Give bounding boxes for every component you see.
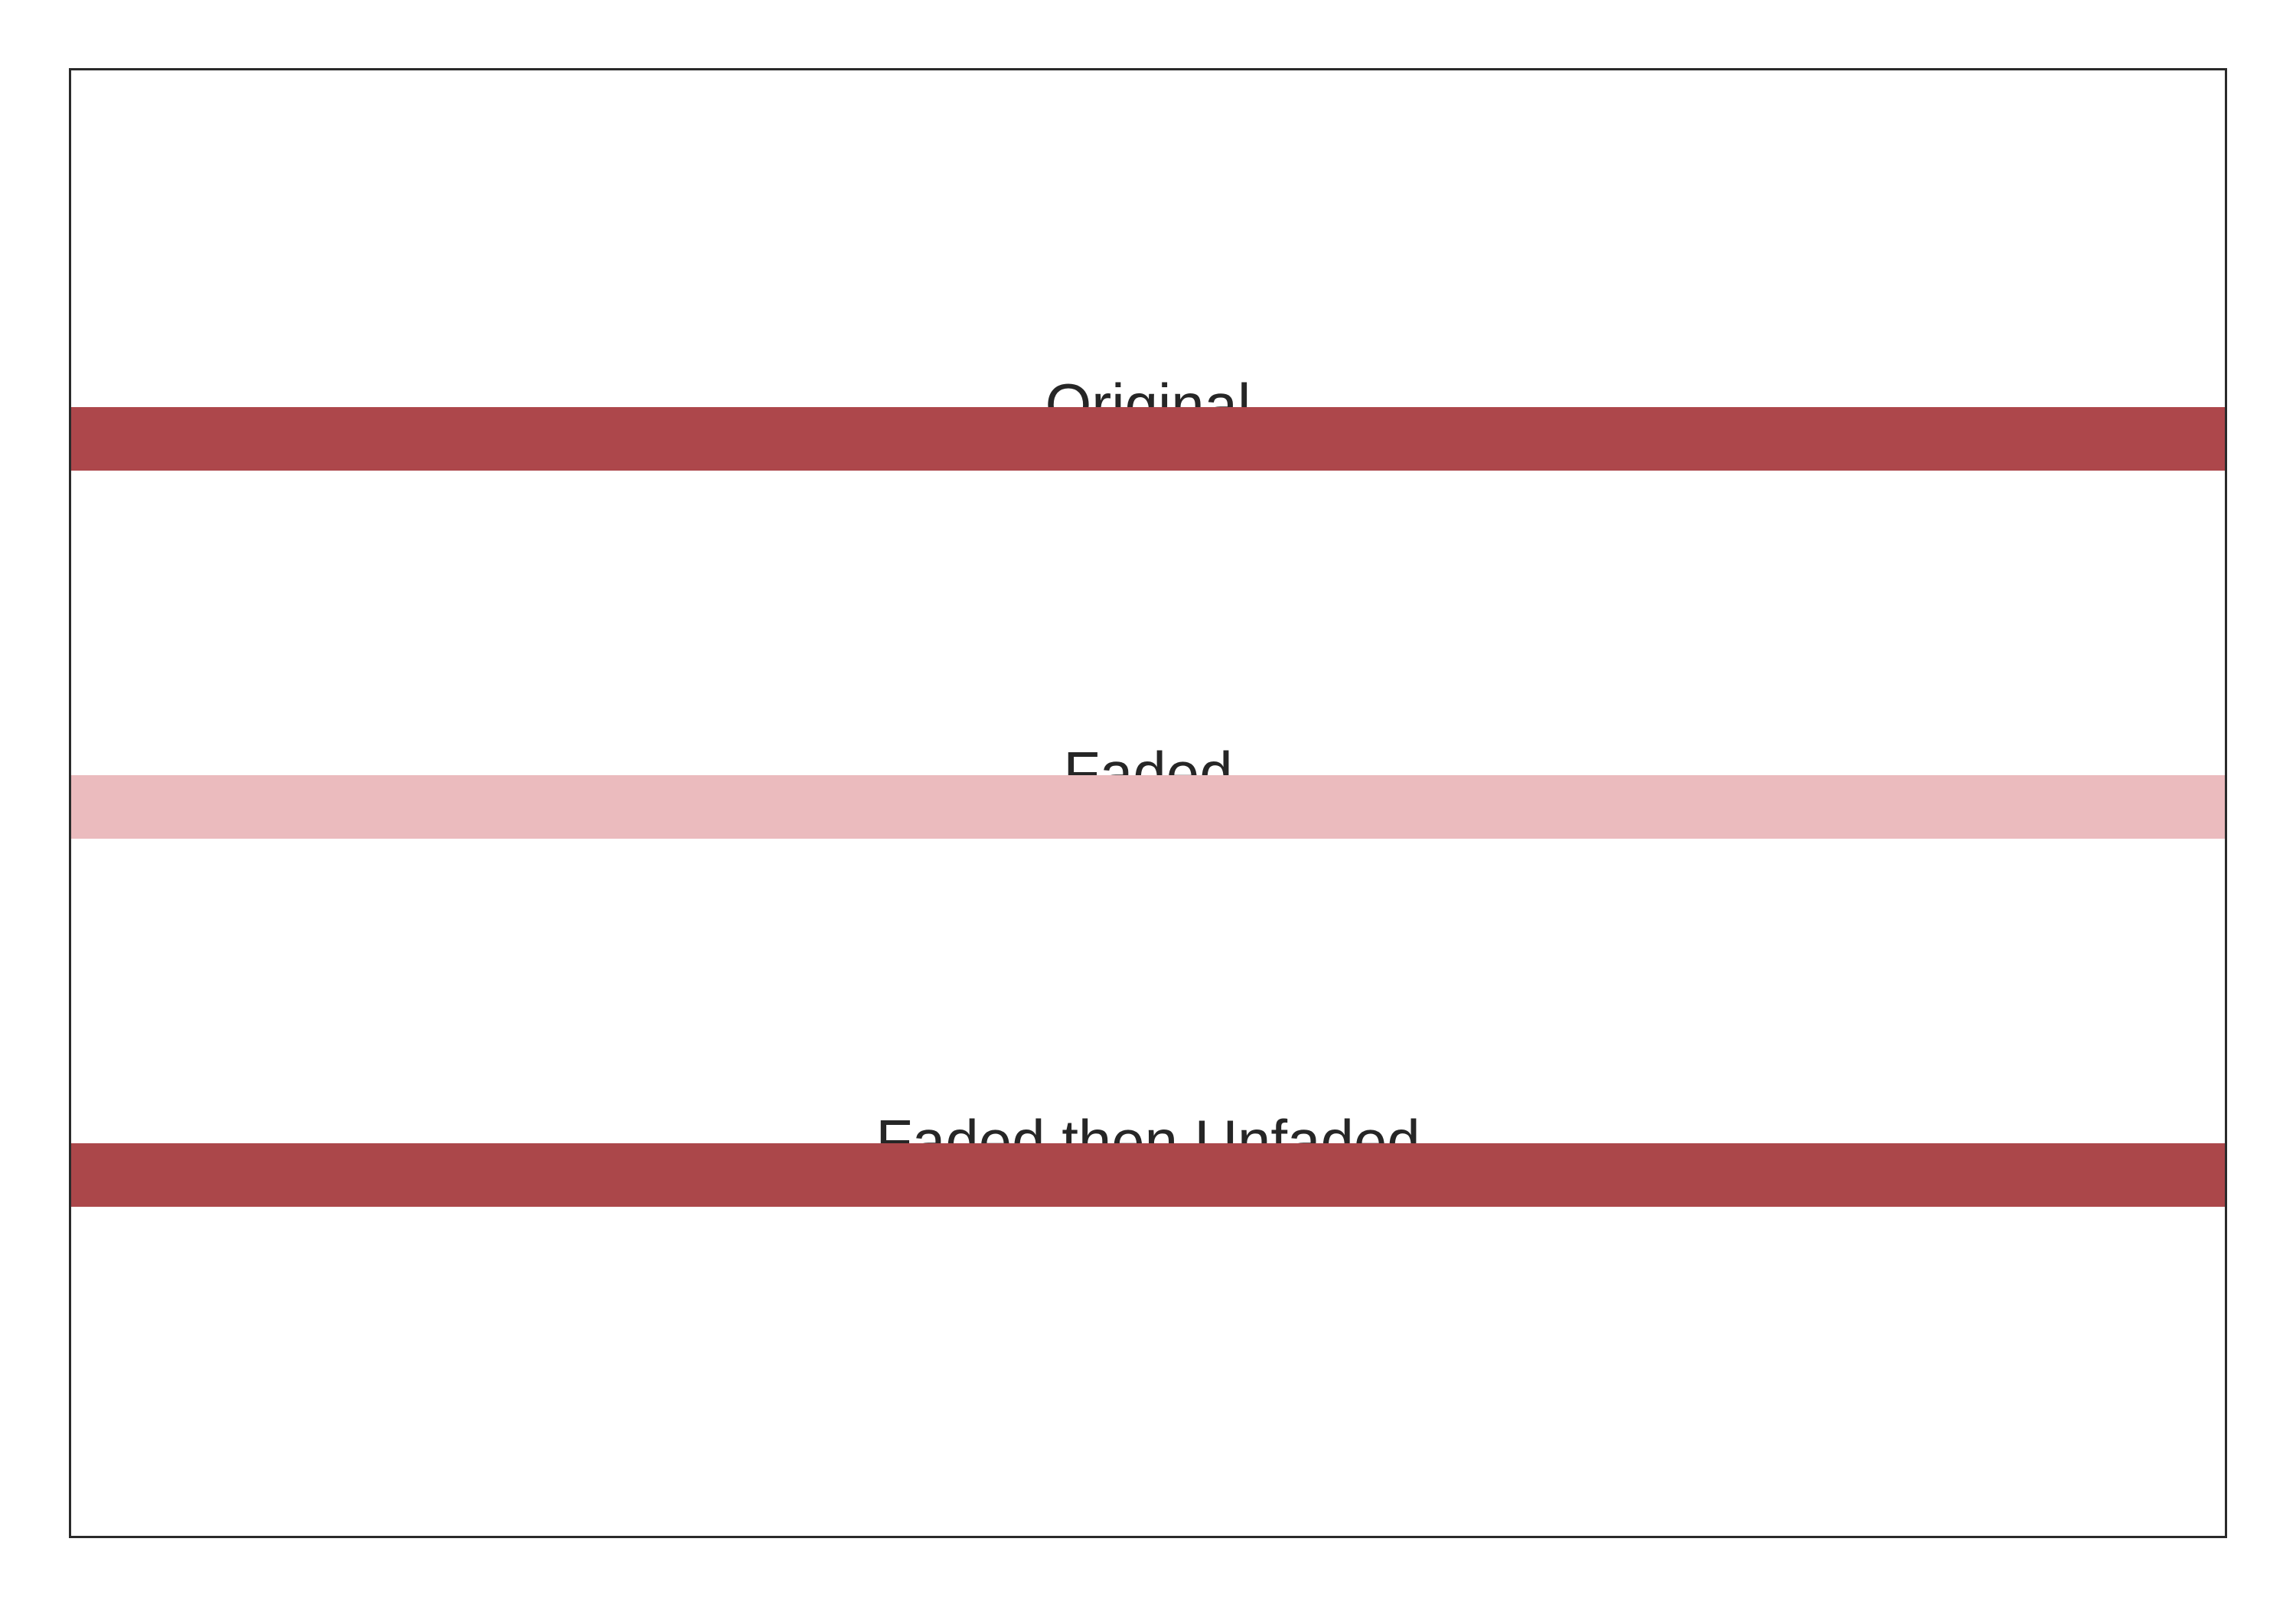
figure-frame: Original Faded Faded then Unfaded <box>69 68 2227 1538</box>
color-band-faded <box>71 775 2225 839</box>
color-band-original <box>71 407 2225 471</box>
color-band-faded-then-unfaded <box>71 1143 2225 1207</box>
